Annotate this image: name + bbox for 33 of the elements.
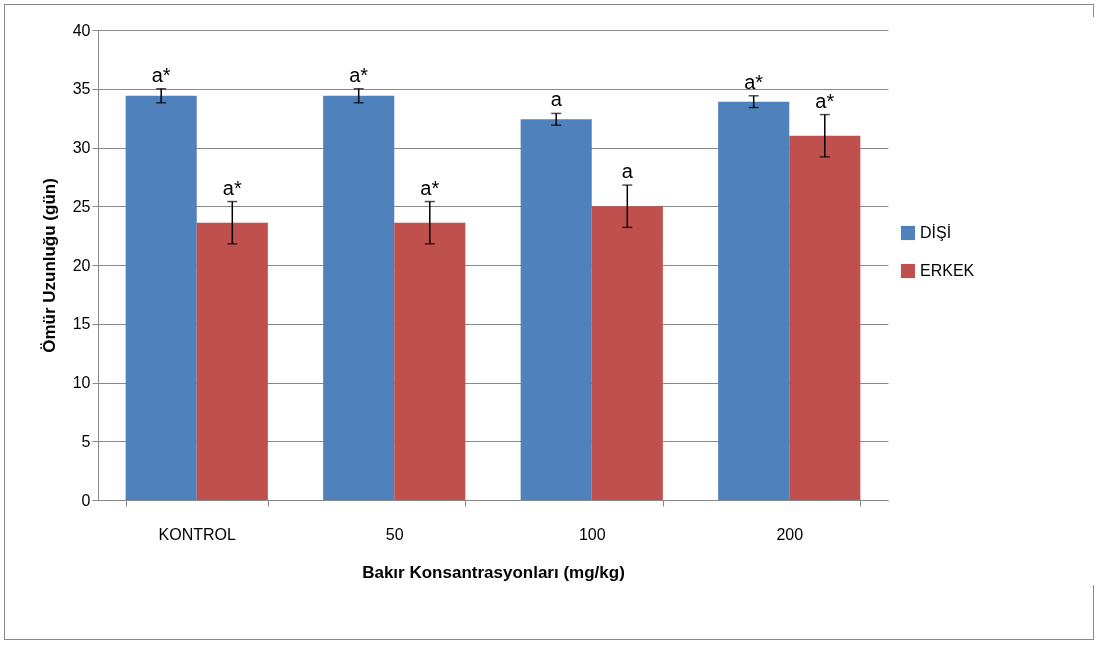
y-tick-label: 35 xyxy=(72,80,91,98)
legend-label: ERKEK xyxy=(920,262,975,279)
bar xyxy=(591,206,663,500)
x-tick-label: 200 xyxy=(776,525,804,543)
x-tick-label: 100 xyxy=(578,525,606,543)
data-label: a* xyxy=(744,70,764,93)
data-label: a xyxy=(621,160,634,183)
bar xyxy=(196,222,268,500)
bar xyxy=(323,95,395,500)
bar xyxy=(520,119,592,500)
y-tick-label: 30 xyxy=(72,139,91,156)
x-tick-label: 50 xyxy=(385,525,404,543)
x-tick-label: KONTROL xyxy=(158,525,237,543)
y-axis-title: Ömür Uzunluğu (gün) xyxy=(39,178,59,353)
bar xyxy=(394,222,466,500)
y-tick-label: 40 xyxy=(72,21,91,39)
y-tick-label: 5 xyxy=(81,432,91,450)
bar xyxy=(125,95,197,500)
y-tick-label: 25 xyxy=(72,197,91,215)
bar xyxy=(789,135,861,500)
data-label: a* xyxy=(349,63,369,86)
data-label: a* xyxy=(815,89,835,112)
y-tick-label: 20 xyxy=(72,256,91,274)
y-tick-label: 0 xyxy=(81,491,91,509)
data-label: a* xyxy=(151,63,171,86)
x-axis-title: Bakır Konsantrasyonları (mg/kg) xyxy=(362,562,625,582)
data-label: a* xyxy=(420,176,440,199)
y-tick-label: 10 xyxy=(72,374,91,391)
data-label: a* xyxy=(222,176,242,199)
bar xyxy=(718,101,790,500)
y-tick-label: 15 xyxy=(72,315,91,333)
legend-label: DİŞİ xyxy=(920,223,952,241)
data-label: a xyxy=(550,88,563,111)
